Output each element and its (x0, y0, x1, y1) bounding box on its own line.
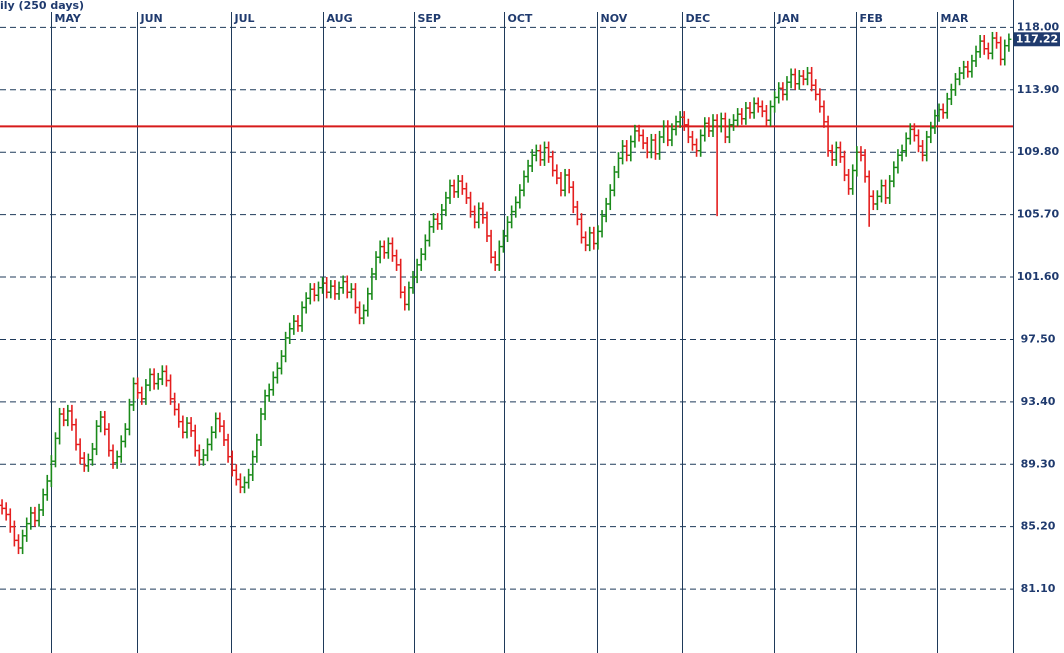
y-tick-label: 81.10 (1021, 582, 1056, 595)
x-tick-label: JUL (234, 12, 255, 25)
chart-title: ily (250 days) (0, 0, 84, 12)
x-tick-label: MAY (55, 12, 82, 25)
y-tick-label: 113.90 (1017, 83, 1060, 96)
y-tick-label: 109.80 (1017, 145, 1060, 158)
last-price-box (1014, 32, 1060, 47)
y-tick-label: 101.60 (1017, 270, 1060, 283)
x-tick-label: NOV (601, 12, 628, 25)
x-tick-label: OCT (508, 12, 533, 25)
y-tick-label: 85.20 (1021, 520, 1056, 533)
last-price-label: 117.22 (1016, 32, 1058, 45)
x-tick-label: JAN (777, 12, 800, 25)
x-tick-label: MAR (941, 12, 969, 25)
x-tick-label: AUG (327, 12, 353, 25)
y-tick-label: 105.70 (1017, 208, 1060, 221)
x-tick-label: FEB (860, 12, 883, 25)
x-tick-label: SEP (418, 12, 442, 25)
y-tick-label: 93.40 (1021, 395, 1056, 408)
x-tick-label: DEC (686, 12, 711, 25)
x-tick-label: JUN (140, 12, 163, 25)
y-tick-label: 89.30 (1021, 457, 1056, 470)
y-tick-label: 97.50 (1021, 332, 1056, 345)
y-tick-label: 118.00 (1017, 20, 1060, 33)
